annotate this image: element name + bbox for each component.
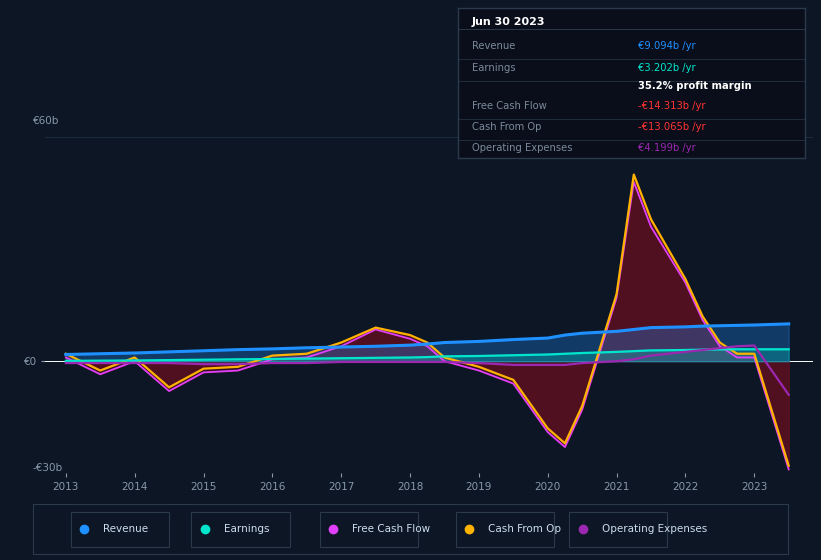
Text: Free Cash Flow: Free Cash Flow <box>352 524 430 534</box>
Text: Operating Expenses: Operating Expenses <box>472 143 572 153</box>
Text: Operating Expenses: Operating Expenses <box>602 524 707 534</box>
Text: Revenue: Revenue <box>472 41 516 51</box>
Text: -€14.313b /yr: -€14.313b /yr <box>638 101 706 111</box>
Text: €4.199b /yr: €4.199b /yr <box>638 143 696 153</box>
Text: Free Cash Flow: Free Cash Flow <box>472 101 547 111</box>
Text: Revenue: Revenue <box>103 524 149 534</box>
Text: Earnings: Earnings <box>224 524 269 534</box>
Text: Cash From Op: Cash From Op <box>472 122 541 132</box>
Text: Earnings: Earnings <box>472 63 516 73</box>
Text: €3.202b /yr: €3.202b /yr <box>638 63 696 73</box>
Text: Jun 30 2023: Jun 30 2023 <box>472 17 545 27</box>
Text: -€30b: -€30b <box>33 463 63 473</box>
Text: -€13.065b /yr: -€13.065b /yr <box>638 122 706 132</box>
Text: Cash From Op: Cash From Op <box>488 524 562 534</box>
Text: €60b: €60b <box>33 116 59 126</box>
Text: 35.2% profit margin: 35.2% profit margin <box>638 81 752 91</box>
Text: €9.094b /yr: €9.094b /yr <box>638 41 696 51</box>
